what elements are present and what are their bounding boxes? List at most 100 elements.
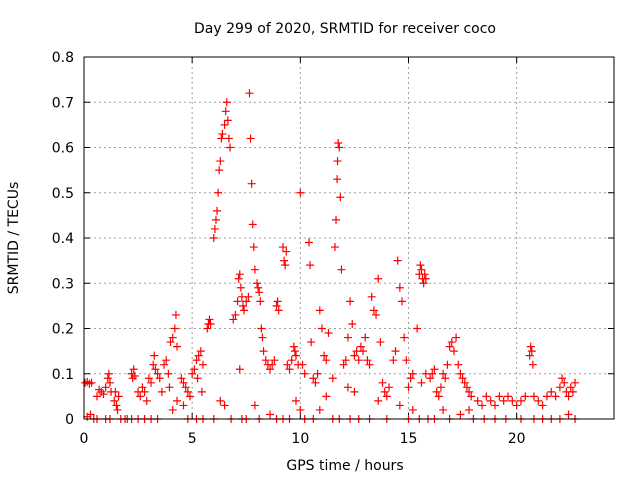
data-point: [164, 369, 173, 378]
data-point: [193, 374, 202, 383]
data-point: [209, 234, 218, 242]
data-point: [247, 179, 256, 188]
data-point: [542, 392, 551, 401]
data-point: [166, 338, 175, 347]
y-tick-labels: 0 0.1 0.2 0.3 0.4 0.5 0.6 0.7 0.8: [52, 50, 74, 428]
data-point: [105, 378, 114, 387]
data-point: [298, 360, 307, 369]
data-point: [359, 347, 368, 356]
data-point: [467, 392, 476, 401]
data-point: [188, 369, 197, 378]
data-point: [434, 392, 443, 401]
data-point: [229, 315, 238, 324]
data-point: [86, 410, 95, 419]
data-point: [186, 392, 194, 401]
data-point: [177, 374, 186, 383]
data-point: [538, 401, 547, 410]
data-point: [173, 396, 182, 405]
data-point: [256, 297, 265, 306]
data-point: [110, 396, 119, 405]
data-point: [239, 301, 247, 310]
data-point: [266, 365, 275, 374]
data-point: [194, 351, 203, 360]
data-point: [287, 356, 296, 365]
data-point: [486, 396, 495, 405]
data-point: [564, 410, 573, 419]
data-point: [516, 396, 525, 405]
data-point: [296, 188, 305, 197]
data-point: [274, 306, 283, 315]
data-point: [280, 256, 289, 265]
data-point: [337, 265, 346, 274]
data-point: [315, 306, 324, 315]
data-point: [213, 206, 222, 215]
data-point: [385, 383, 394, 392]
data-point: [335, 143, 344, 152]
data-point: [439, 369, 448, 378]
data-point: [528, 360, 537, 369]
x-tick-label: 0: [80, 431, 89, 447]
data-point: [313, 369, 322, 378]
data-point: [210, 224, 219, 233]
y-tick-label: 0.3: [52, 276, 74, 292]
data-point: [259, 347, 268, 356]
data-point: [198, 360, 207, 369]
data-point: [150, 351, 159, 360]
data-point: [320, 351, 329, 360]
data-point: [205, 315, 214, 324]
chart-title: Day 299 of 2020, SRMTID for receiver coc…: [194, 21, 496, 37]
data-point: [101, 383, 110, 392]
data-point: [393, 256, 402, 265]
x-axis-label: GPS time / hours: [286, 458, 403, 474]
data-point: [439, 405, 448, 414]
data-point: [402, 356, 411, 365]
data-point: [328, 374, 337, 383]
y-tick-label: 0: [65, 412, 74, 428]
data-point: [417, 265, 426, 274]
data-point: [279, 243, 288, 252]
data-point: [406, 374, 415, 383]
data-point: [190, 365, 199, 374]
data-point: [432, 387, 441, 396]
data-point: [157, 387, 166, 396]
x-tick-label: 15: [400, 431, 418, 447]
data-point: [332, 215, 341, 224]
data-point: [534, 396, 543, 405]
data-point: [292, 396, 300, 405]
data-point: [240, 306, 249, 315]
data-point: [153, 369, 162, 378]
data-point: [254, 283, 263, 292]
data-point: [330, 243, 339, 252]
data-point: [249, 243, 258, 252]
data-point: [307, 338, 316, 347]
data-point: [413, 324, 422, 333]
data-point: [315, 405, 324, 414]
data-point: [348, 319, 357, 328]
data-point: [356, 342, 365, 351]
data-point: [322, 356, 331, 365]
data-point: [211, 215, 220, 224]
data-point: [378, 378, 387, 387]
data-point: [380, 387, 389, 396]
data-point: [445, 342, 454, 351]
data-point: [99, 390, 108, 399]
data-point: [456, 410, 465, 419]
data-point: [111, 387, 120, 396]
data-point: [482, 392, 491, 401]
data-point: [285, 365, 294, 374]
data-point: [346, 297, 355, 306]
data-point: [529, 392, 538, 401]
data-point: [114, 392, 123, 401]
data-point: [462, 383, 471, 392]
data-point: [236, 283, 245, 292]
data-point: [226, 143, 235, 152]
data-points: [81, 89, 580, 423]
data-point: [395, 401, 404, 410]
data-point: [334, 138, 343, 147]
data-point: [244, 292, 253, 301]
data-point: [309, 374, 318, 383]
data-point: [376, 338, 385, 347]
data-point: [571, 378, 580, 387]
data-point: [311, 378, 320, 387]
